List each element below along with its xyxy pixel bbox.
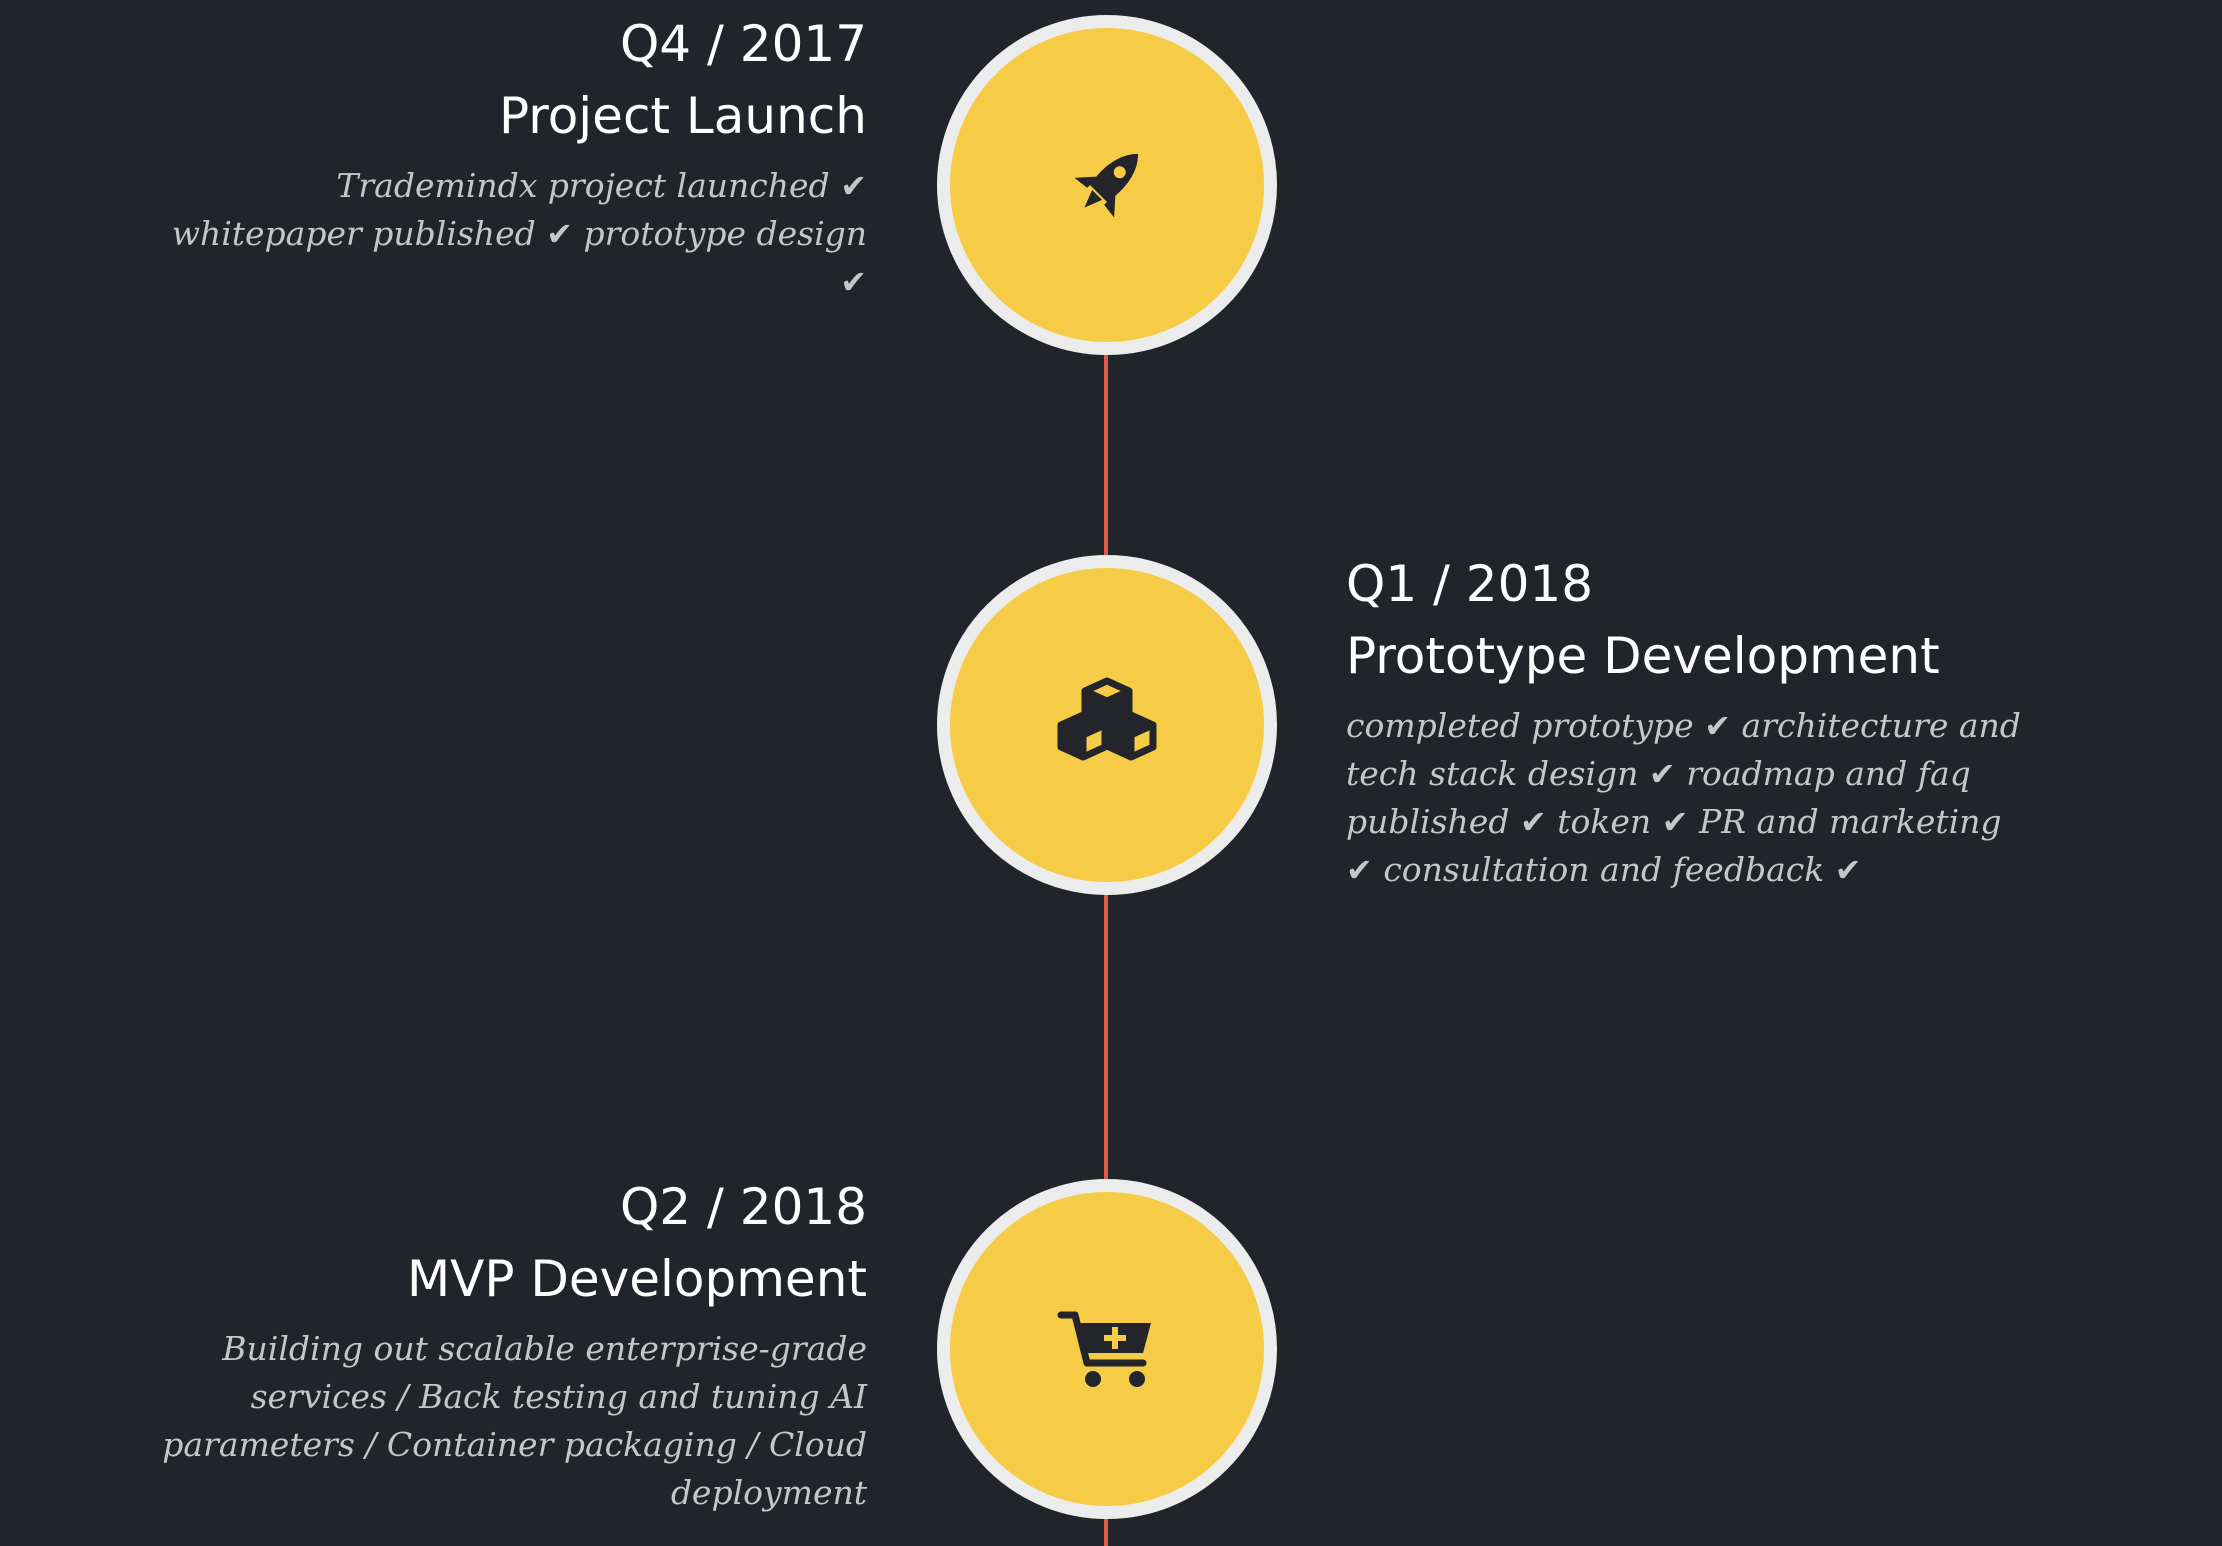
milestone-title: MVP Development bbox=[407, 1250, 867, 1308]
milestone-node bbox=[937, 1179, 1277, 1519]
cart-plus-icon bbox=[1057, 1311, 1151, 1387]
description-item: roadmap and faq published bbox=[1346, 754, 1971, 841]
check-icon: ✔ bbox=[1648, 755, 1676, 793]
description-item: prototype design bbox=[583, 214, 867, 253]
milestone-quarter: Q2 / 2018 bbox=[619, 1178, 867, 1236]
description-item: PR and marketing bbox=[1699, 802, 2002, 841]
milestone-title: Prototype Development bbox=[1346, 627, 1940, 685]
description-item: architecture and tech stack design bbox=[1346, 706, 2021, 793]
description-item: whitepaper published bbox=[171, 214, 536, 253]
description-item: completed prototype bbox=[1346, 706, 1694, 745]
milestone-quarter: Q4 / 2017 bbox=[619, 15, 867, 73]
milestone-q4-2017: Q4 / 2017 Project Launch Trademindx proj… bbox=[147, 8, 867, 306]
description-item: consultation and feedback bbox=[1383, 850, 1825, 889]
description-item: token bbox=[1557, 802, 1652, 841]
timeline-line bbox=[1104, 300, 1108, 1546]
milestone-q2-2018: Q2 / 2018 MVP Development Building out s… bbox=[147, 1171, 867, 1517]
milestone-description: Building out scalable enterprise-grade s… bbox=[162, 1329, 867, 1512]
description-item: Trademindx project launched bbox=[336, 166, 830, 205]
check-icon: ✔ bbox=[840, 167, 867, 205]
milestone-q1-2018: Q1 / 2018 Prototype Development complete… bbox=[1346, 548, 2036, 894]
milestone-title: Project Launch bbox=[498, 87, 867, 145]
milestone-description: completed prototype ✔ architecture and t… bbox=[1346, 702, 2036, 894]
check-icon: ✔ bbox=[1834, 851, 1862, 889]
check-icon: ✔ bbox=[546, 215, 574, 253]
check-icon: ✔ bbox=[840, 263, 867, 301]
rocket-icon bbox=[1074, 153, 1139, 218]
milestone-quarter: Q1 / 2018 bbox=[1346, 555, 1594, 613]
check-icon: ✔ bbox=[1661, 803, 1689, 841]
milestone-node bbox=[937, 555, 1277, 895]
check-icon: ✔ bbox=[1519, 803, 1547, 841]
check-icon: ✔ bbox=[1704, 707, 1732, 745]
milestone-node bbox=[937, 15, 1277, 355]
milestone-description: Trademindx project launched ✔ whitepaper… bbox=[147, 162, 867, 306]
check-icon: ✔ bbox=[1346, 851, 1373, 889]
cubes-icon bbox=[1057, 677, 1157, 761]
